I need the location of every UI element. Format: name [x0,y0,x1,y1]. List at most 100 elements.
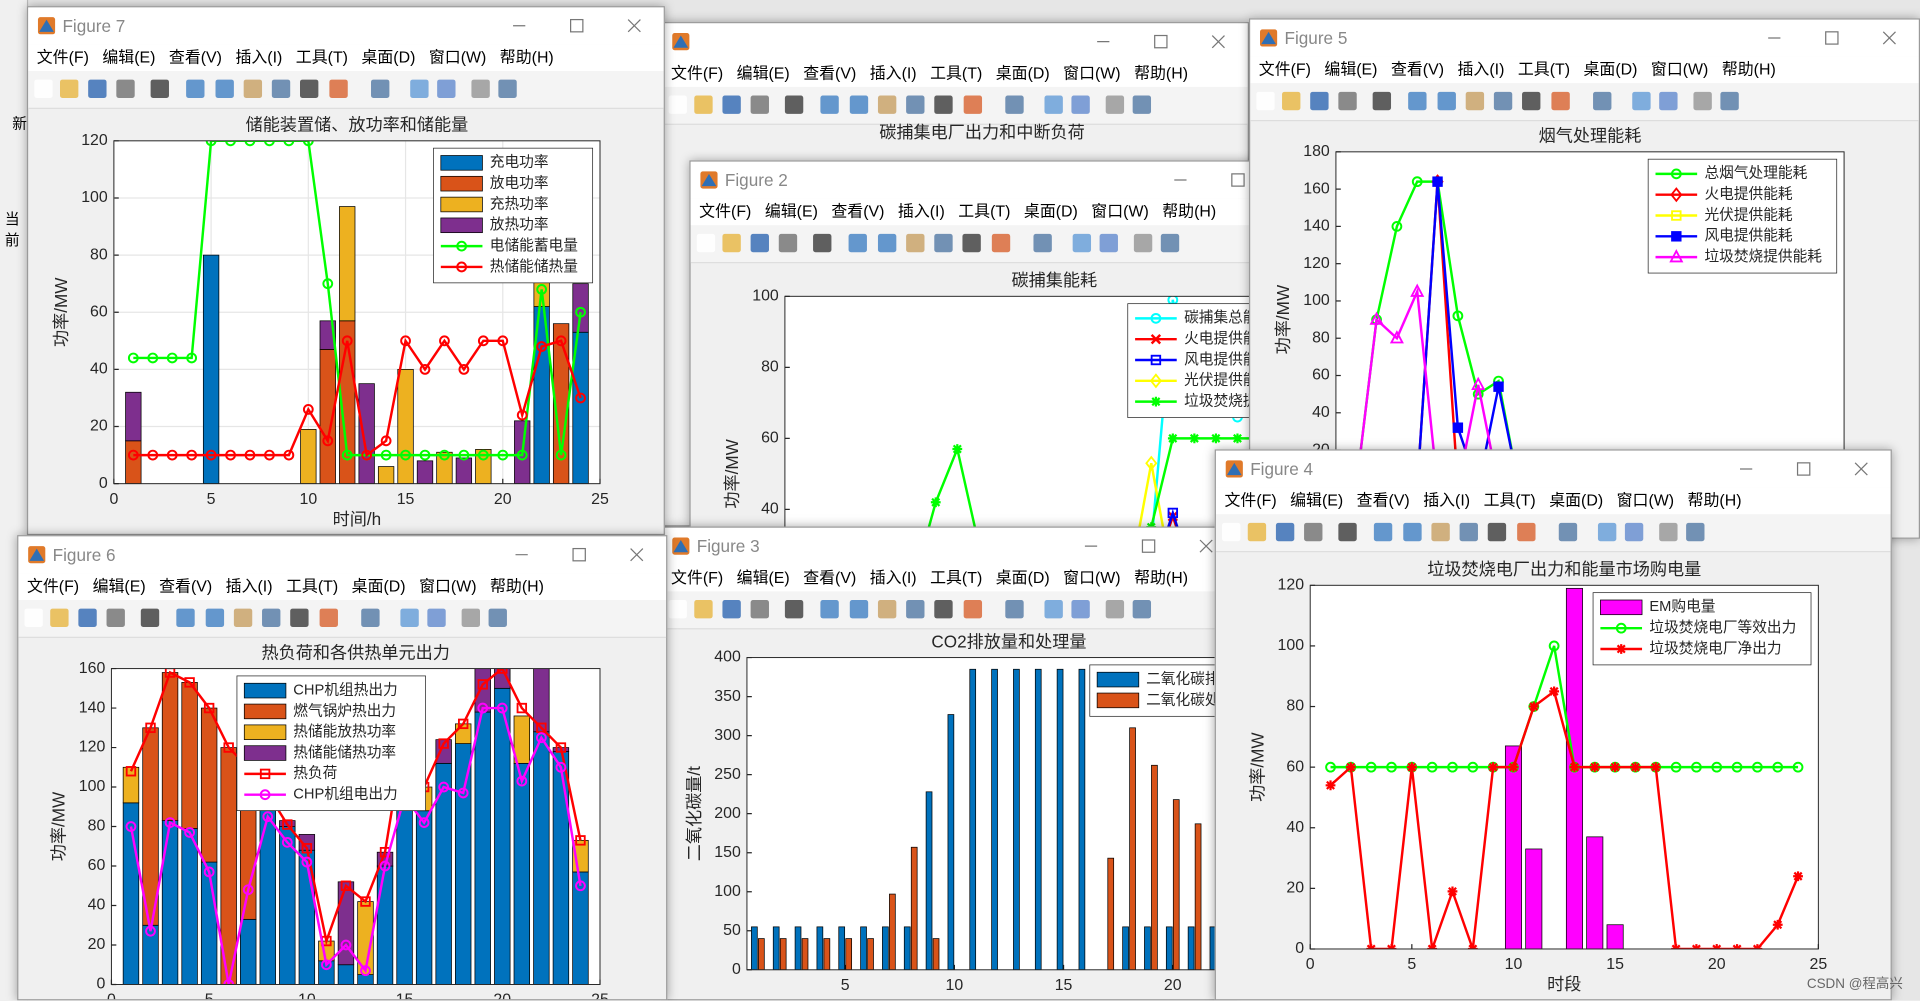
toolbar-icon[interactable] [991,233,1011,253]
menu-item[interactable]: 帮助(H) [499,47,554,67]
toolbar-icon[interactable] [750,95,769,114]
toolbar-icon[interactable] [471,79,490,98]
menu-item[interactable]: 编辑(E) [736,63,790,83]
menu-item[interactable]: 工具(T) [1483,491,1536,510]
toolbar-icon[interactable] [877,95,897,114]
toolbar-icon[interactable] [461,608,480,627]
toolbar-icon[interactable] [88,79,107,98]
menu-item[interactable]: 查看(V) [803,568,857,587]
toolbar-icon[interactable] [1033,233,1052,253]
toolbar-icon[interactable] [934,95,953,114]
toolbar-icon[interactable] [1522,91,1541,111]
toolbar-icon[interactable] [1431,522,1450,542]
toolbar-icon[interactable] [410,79,429,98]
toolbar-icon[interactable] [820,95,839,114]
toolbar-icon[interactable] [262,608,281,627]
toolbar-icon[interactable] [233,608,253,627]
toolbar-icon[interactable] [694,600,713,619]
menu-item[interactable]: 桌面(D) [351,576,406,596]
toolbar-icon[interactable] [1373,522,1393,542]
toolbar-icon[interactable] [1132,600,1152,619]
menu-item[interactable]: 插入(I) [235,47,283,67]
toolbar-icon[interactable] [1487,522,1507,542]
toolbar-icon[interactable] [1071,95,1090,114]
menu-item[interactable]: 编辑(E) [1324,60,1378,79]
toolbar-icon[interactable] [784,600,804,619]
menu-item[interactable]: 桌面(D) [1023,202,1078,221]
toolbar-icon[interactable] [205,608,225,627]
maximize-button[interactable] [1796,462,1811,476]
toolbar-icon[interactable] [813,233,832,253]
menu-item[interactable]: 工具(T) [930,568,983,587]
toolbar-icon[interactable] [1517,522,1536,542]
menu-item[interactable]: 查看(V) [1356,491,1410,510]
toolbar-icon[interactable] [329,79,348,98]
menu-item[interactable]: 查看(V) [1390,60,1445,79]
toolbar-icon[interactable] [1693,91,1712,111]
menu-item[interactable]: 编辑(E) [1290,491,1344,510]
toolbar-icon[interactable] [186,79,205,98]
toolbar-icon[interactable] [427,608,446,627]
toolbar-icon[interactable] [1222,522,1241,542]
toolbar-icon[interactable] [150,79,169,98]
menu-item[interactable]: 文件(F) [671,63,724,83]
toolbar-icon[interactable] [750,233,769,253]
menu-item[interactable]: 工具(T) [1517,60,1571,79]
toolbar-icon[interactable] [1044,95,1063,114]
toolbar-icon[interactable] [934,233,953,253]
toolbar-icon[interactable] [1558,522,1578,542]
toolbar-icon[interactable] [877,233,897,253]
toolbar-icon[interactable] [140,608,160,627]
close-button[interactable] [1882,31,1896,45]
toolbar-icon[interactable] [1160,233,1180,253]
toolbar-icon[interactable] [1632,91,1651,111]
toolbar-icon[interactable] [849,600,869,619]
toolbar-icon[interactable] [361,608,380,627]
close-button[interactable] [1199,539,1213,553]
menu-item[interactable]: 查看(V) [168,47,222,67]
menu-item[interactable]: 查看(V) [159,576,213,596]
toolbar-icon[interactable] [906,95,925,114]
menu-item[interactable]: 窗口(W) [1091,202,1149,221]
toolbar-icon[interactable] [778,233,798,253]
toolbar-icon[interactable] [694,95,713,114]
menu-item[interactable]: 编辑(E) [736,568,790,587]
menu-item[interactable]: 窗口(W) [1616,491,1675,510]
toolbar-icon[interactable] [1551,91,1570,111]
toolbar-icon[interactable] [750,600,769,619]
toolbar-icon[interactable] [300,79,319,98]
maximize-button[interactable] [1825,31,1839,45]
toolbar-icon[interactable] [488,608,507,627]
menu-item[interactable]: 文件(F) [26,576,80,596]
close-button[interactable] [1854,462,1868,476]
menu-item[interactable]: 工具(T) [295,47,348,67]
close-button[interactable] [1211,35,1225,49]
toolbar-icon[interactable] [1099,233,1118,253]
toolbar-icon[interactable] [60,79,79,98]
menu-item[interactable]: 帮助(H) [490,576,544,596]
menu-item[interactable]: 插入(I) [869,568,917,587]
maximize-button[interactable] [570,18,584,33]
toolbar-icon[interactable] [1005,95,1024,114]
toolbar-icon[interactable] [1044,600,1063,619]
toolbar-icon[interactable] [1372,91,1392,111]
toolbar-icon[interactable] [176,608,195,627]
toolbar-icon[interactable] [1459,522,1478,542]
toolbar-icon[interactable] [1105,95,1125,114]
toolbar-icon[interactable] [1338,91,1357,111]
toolbar-icon[interactable] [784,95,804,114]
toolbar-icon[interactable] [1465,91,1485,111]
toolbar-icon[interactable] [498,79,517,98]
menu-item[interactable]: 插入(I) [869,63,917,83]
menu-item[interactable]: 桌面(D) [995,63,1050,83]
toolbar-icon[interactable] [963,600,983,619]
menu-item[interactable]: 桌面(D) [1583,60,1638,79]
menu-item[interactable]: 插入(I) [1457,60,1505,79]
menu-item[interactable]: 桌面(D) [995,568,1050,587]
menu-item[interactable]: 帮助(H) [1162,202,1217,221]
menu-item[interactable]: 编辑(E) [102,47,156,67]
menu-item[interactable]: 桌面(D) [361,47,416,67]
toolbar-icon[interactable] [820,600,839,619]
menu-item[interactable]: 工具(T) [286,576,339,596]
toolbar-icon[interactable] [696,233,716,253]
